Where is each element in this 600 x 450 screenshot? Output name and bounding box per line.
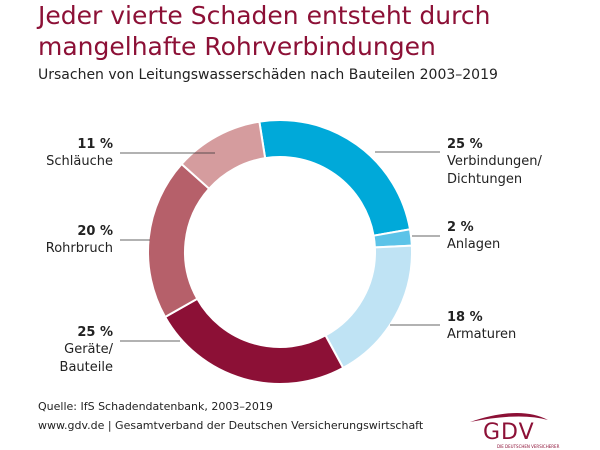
publisher: www.gdv.de | Gesamtverband der Deutschen…	[38, 419, 424, 432]
logo-swoosh	[470, 412, 548, 422]
donut-slice	[258, 119, 412, 237]
donut-slice	[163, 297, 345, 385]
category-label: Armaturen	[447, 327, 517, 342]
donut-slice	[324, 244, 413, 370]
value-label: 25 %	[77, 325, 113, 340]
chart-title: Jeder vierte Schaden entsteht durch mang…	[38, 1, 491, 61]
chart-subtitle: Ursachen von Leitungswasserschäden nach …	[38, 67, 498, 83]
value-label: 18 %	[447, 310, 483, 325]
logo-tagline: DIE DEUTSCHEN VERSICHERER	[497, 444, 560, 449]
logo: GDV	[483, 420, 535, 445]
category-label: Verbindungen/ Dichtungen	[447, 154, 542, 187]
value-label: 11 %	[77, 137, 113, 152]
category-label: Geräte/ Bauteile	[59, 342, 113, 375]
category-label: Anlagen	[447, 237, 501, 252]
category-label: Rohrbruch	[45, 241, 113, 256]
donut-slice	[147, 162, 211, 319]
value-label: 2 %	[447, 220, 474, 235]
value-label: 25 %	[447, 137, 483, 152]
source: Quelle: IfS Schadendatenbank, 2003–2019	[38, 400, 273, 413]
category-label: Schläuche	[46, 154, 113, 169]
value-label: 20 %	[77, 224, 113, 239]
donut-slice	[180, 120, 267, 191]
